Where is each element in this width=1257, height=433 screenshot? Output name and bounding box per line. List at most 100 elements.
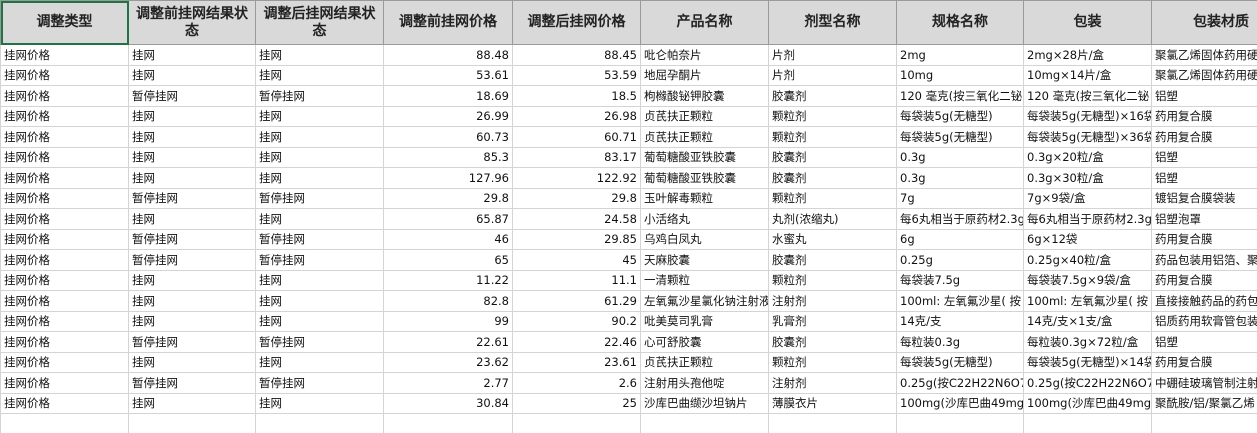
cell[interactable]: 薄膜衣片 [768,392,897,414]
cell[interactable]: 挂网价格 [0,64,129,86]
column-header[interactable]: 调整类型 [0,0,129,45]
cell[interactable]: 天麻胶囊 [640,249,769,271]
cell[interactable]: 注射剂 [768,372,897,394]
cell[interactable]: 药用复合膜 [1151,228,1257,250]
cell[interactable]: 每袋装7.5g×9袋/盒 [1023,269,1152,291]
cell[interactable]: 暂停挂网 [128,331,256,353]
cell[interactable]: 片剂 [768,44,897,66]
cell[interactable]: 29.85 [512,228,641,250]
cell[interactable]: 18.69 [383,85,513,107]
cell[interactable]: 100ml: 左氧氟沙星( 按 [1023,290,1152,312]
cell[interactable]: 药用复合膜 [1151,105,1257,127]
cell[interactable]: 暂停挂网 [255,372,384,394]
cell[interactable]: 65.87 [383,208,513,230]
cell[interactable]: 聚氯乙烯固体药用硬 [1151,64,1257,86]
cell[interactable]: 小活络丸 [640,208,769,230]
cell[interactable]: 挂网 [128,310,256,332]
cell[interactable]: 挂网 [255,351,384,373]
cell[interactable]: 暂停挂网 [255,331,384,353]
cell[interactable]: 颗粒剂 [768,105,897,127]
cell[interactable]: 99 [383,310,513,332]
cell[interactable]: 82.8 [383,290,513,312]
cell[interactable]: 29.8 [512,187,641,209]
cell[interactable]: 挂网 [255,64,384,86]
cell[interactable]: 0.3g [896,146,1024,168]
cell[interactable]: 乌鸡白凤丸 [640,228,769,250]
cell[interactable]: 挂网 [128,392,256,414]
cell[interactable]: 0.3g×30粒/盒 [1023,167,1152,189]
empty-cell[interactable] [255,413,384,433]
cell[interactable]: 65 [383,249,513,271]
cell[interactable]: 26.98 [512,105,641,127]
cell[interactable]: 药品包装用铝箔、聚 [1151,249,1257,271]
cell[interactable]: 吡仑帕奈片 [640,44,769,66]
cell[interactable]: 铝塑 [1151,146,1257,168]
cell[interactable]: 挂网 [128,351,256,373]
empty-cell[interactable] [128,413,256,433]
cell[interactable]: 铝塑 [1151,331,1257,353]
cell[interactable]: 丸剂(浓缩丸) [768,208,897,230]
cell[interactable]: 0.25g(按C22H22N6O7S2计 [896,372,1024,394]
cell[interactable]: 挂网 [128,105,256,127]
cell[interactable]: 挂网 [128,208,256,230]
cell[interactable]: 6g [896,228,1024,250]
cell[interactable]: 60.73 [383,126,513,148]
cell[interactable]: 挂网 [255,167,384,189]
cell[interactable]: 挂网 [255,290,384,312]
cell[interactable]: 6g×12袋 [1023,228,1152,250]
cell[interactable]: 挂网价格 [0,290,129,312]
empty-cell[interactable] [383,413,513,433]
cell[interactable]: 胶囊剂 [768,167,897,189]
column-header[interactable]: 剂型名称 [768,0,897,45]
cell[interactable]: 吡美莫司乳膏 [640,310,769,332]
cell[interactable]: 61.29 [512,290,641,312]
cell[interactable]: 0.25g×40粒/盒 [1023,249,1152,271]
cell[interactable]: 挂网 [255,146,384,168]
cell[interactable]: 30.84 [383,392,513,414]
cell[interactable]: 贞芪扶正颗粒 [640,105,769,127]
cell[interactable]: 挂网 [128,146,256,168]
cell[interactable]: 枸橼酸铋钾胶囊 [640,85,769,107]
cell[interactable]: 10mg×14片/盒 [1023,64,1152,86]
cell[interactable]: 挂网 [255,310,384,332]
cell[interactable]: 每袋装5g(无糖型)×14袋 [1023,351,1152,373]
cell[interactable]: 暂停挂网 [255,85,384,107]
cell[interactable]: 23.62 [383,351,513,373]
cell[interactable]: 挂网 [128,64,256,86]
cell[interactable]: 2.77 [383,372,513,394]
cell[interactable]: 120 毫克(按三氧化二铋 [896,85,1024,107]
cell[interactable]: 挂网价格 [0,392,129,414]
cell[interactable]: 60.71 [512,126,641,148]
cell[interactable]: 26.99 [383,105,513,127]
cell[interactable]: 46 [383,228,513,250]
cell[interactable]: 每袋装5g(无糖型)×16袋 [1023,105,1152,127]
cell[interactable]: 2mg [896,44,1024,66]
cell[interactable]: 挂网价格 [0,269,129,291]
cell[interactable]: 胶囊剂 [768,331,897,353]
cell[interactable]: 0.3g×20粒/盒 [1023,146,1152,168]
cell[interactable]: 11.22 [383,269,513,291]
cell[interactable]: 90.2 [512,310,641,332]
column-header[interactable]: 包装 [1023,0,1152,45]
column-header[interactable]: 调整后挂网价格 [512,0,641,45]
cell[interactable]: 0.25g(按C22H22N6O7S2计 [1023,372,1152,394]
cell[interactable]: 贞芪扶正颗粒 [640,126,769,148]
cell[interactable]: 18.5 [512,85,641,107]
cell[interactable]: 药用复合膜 [1151,351,1257,373]
column-header[interactable]: 规格名称 [896,0,1024,45]
cell[interactable]: 88.48 [383,44,513,66]
cell[interactable]: 中硼硅玻璃管制注射 [1151,372,1257,394]
cell[interactable]: 挂网 [128,167,256,189]
cell[interactable]: 每袋装5g(无糖型) [896,105,1024,127]
cell[interactable]: 120 毫克(按三氧化二铋 [1023,85,1152,107]
cell[interactable]: 挂网 [255,126,384,148]
cell[interactable]: 胶囊剂 [768,85,897,107]
cell[interactable]: 29.8 [383,187,513,209]
cell[interactable]: 葡萄糖酸亚铁胶囊 [640,167,769,189]
cell[interactable]: 每袋装5g(无糖型) [896,351,1024,373]
empty-cell[interactable] [0,413,129,433]
column-header[interactable]: 调整前挂网价格 [383,0,513,45]
cell[interactable]: 挂网 [255,105,384,127]
cell[interactable]: 铝塑 [1151,85,1257,107]
cell[interactable]: 暂停挂网 [128,372,256,394]
